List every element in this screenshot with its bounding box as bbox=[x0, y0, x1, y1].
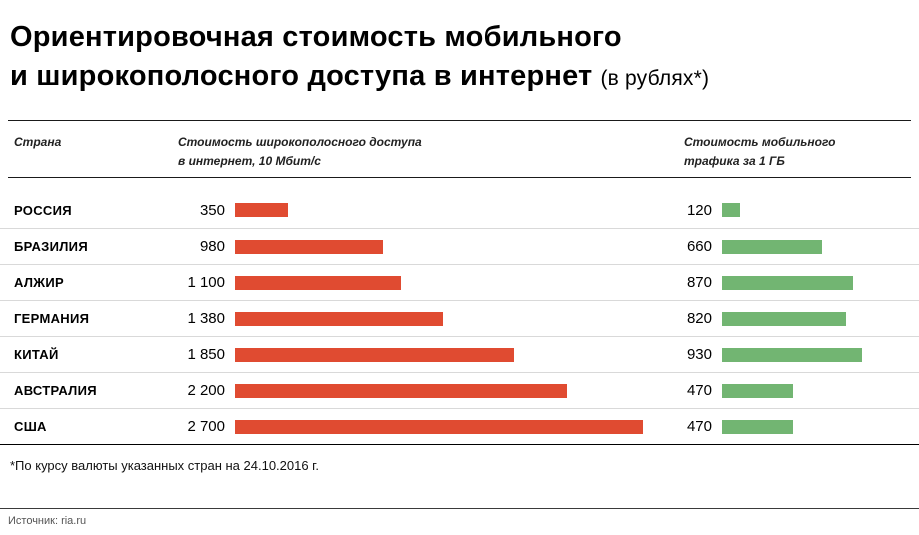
mobile-bar bbox=[722, 275, 853, 290]
mobile-bar bbox=[722, 311, 846, 326]
column-header-broadband-line2: в интернет, 10 Мбит/с bbox=[178, 153, 321, 168]
country-label: ГЕРМАНИЯ bbox=[14, 311, 90, 327]
mobile-bar-cell bbox=[712, 419, 919, 434]
broadband-value: 1 380 bbox=[187, 310, 225, 328]
table-row: РОССИЯ 350 120 bbox=[0, 192, 919, 228]
mobile-bar bbox=[722, 239, 822, 254]
country-label: КИТАЙ bbox=[14, 347, 59, 363]
country-label: АВСТРАЛИЯ bbox=[14, 383, 97, 399]
source-text: Источник: ria.ru bbox=[8, 515, 87, 527]
broadband-value: 2 700 bbox=[187, 418, 225, 436]
mobile-bar bbox=[722, 347, 862, 362]
broadband-bar-cell bbox=[225, 383, 650, 398]
divider-header bbox=[8, 177, 911, 179]
country-label: БРАЗИЛИЯ bbox=[14, 239, 88, 255]
broadband-value: 2 200 bbox=[187, 382, 225, 400]
country-label: АЛЖИР bbox=[14, 275, 64, 291]
mobile-bar bbox=[722, 419, 793, 434]
broadband-bar bbox=[235, 239, 383, 254]
column-header-mobile: Стоимость мобильного трафика за 1 ГБ bbox=[684, 133, 835, 170]
broadband-bar-cell bbox=[225, 347, 650, 362]
broadband-bar-cell bbox=[225, 275, 650, 290]
broadband-value: 1 850 bbox=[187, 346, 225, 364]
table-row: АЛЖИР 1 100 870 bbox=[0, 264, 919, 300]
broadband-bar-cell bbox=[225, 239, 650, 254]
table-row: БРАЗИЛИЯ 980 660 bbox=[0, 228, 919, 264]
broadband-bar bbox=[235, 203, 288, 218]
broadband-bar bbox=[235, 311, 443, 326]
mobile-value: 470 bbox=[686, 382, 712, 400]
mobile-value: 930 bbox=[686, 346, 712, 364]
footnote: *По курсу валюты указанных стран на 24.1… bbox=[10, 458, 319, 474]
bar-chart-rows: РОССИЯ 350 120 БРАЗИЛИЯ 980 660 АЛЖИР 1 … bbox=[0, 192, 919, 446]
country-label: США bbox=[14, 419, 47, 435]
mobile-value: 470 bbox=[686, 418, 712, 436]
mobile-value: 120 bbox=[686, 201, 712, 219]
mobile-bar-cell bbox=[712, 275, 919, 290]
title-line-2: и широкополосного доступа в интернет (в р… bbox=[10, 57, 905, 96]
country-label: РОССИЯ bbox=[14, 202, 72, 218]
column-headers: Страна Стоимость широкополосного доступа… bbox=[8, 121, 911, 177]
mobile-bar-cell bbox=[712, 383, 919, 398]
table-row: США 2 700 470 bbox=[0, 408, 919, 444]
divider-source bbox=[0, 508, 919, 509]
mobile-bar-cell bbox=[712, 347, 919, 362]
table-row: КИТАЙ 1 850 930 bbox=[0, 336, 919, 372]
broadband-bar bbox=[235, 419, 643, 434]
mobile-bar bbox=[722, 203, 740, 218]
broadband-value: 980 bbox=[199, 238, 225, 256]
broadband-value: 1 100 bbox=[187, 274, 225, 292]
title-line-1: Ориентировочная стоимость мобильного bbox=[10, 21, 622, 53]
mobile-bar-cell bbox=[712, 239, 919, 254]
broadband-value: 350 bbox=[199, 201, 225, 219]
title-currency-note: (в рублях*) bbox=[600, 67, 710, 91]
mobile-bar-cell bbox=[712, 203, 919, 218]
column-header-country: Страна bbox=[14, 135, 62, 150]
title-line-2-text: и широкополосного доступа в интернет bbox=[10, 60, 593, 93]
table-row: ГЕРМАНИЯ 1 380 820 bbox=[0, 300, 919, 336]
table-row: АВСТРАЛИЯ 2 200 470 bbox=[0, 372, 919, 408]
mobile-bar bbox=[722, 383, 793, 398]
broadband-bar bbox=[235, 347, 514, 362]
mobile-bar-cell bbox=[712, 311, 919, 326]
broadband-bar bbox=[235, 383, 567, 398]
page-title: Ориентировочная стоимость мобильного и ш… bbox=[0, 0, 919, 120]
mobile-value: 870 bbox=[686, 274, 712, 292]
column-header-mobile-line2: трафика за 1 ГБ bbox=[684, 153, 785, 168]
broadband-bar-cell bbox=[225, 419, 650, 434]
mobile-value: 660 bbox=[686, 238, 712, 256]
broadband-bar-cell bbox=[225, 203, 650, 218]
column-header-broadband-line1: Стоимость широкополосного доступа bbox=[178, 135, 422, 150]
column-header-broadband: Стоимость широкополосного доступа в инте… bbox=[178, 133, 422, 170]
broadband-bar-cell bbox=[225, 311, 650, 326]
column-header-mobile-line1: Стоимость мобильного bbox=[684, 135, 836, 150]
divider-top bbox=[8, 120, 911, 122]
mobile-value: 820 bbox=[686, 310, 712, 328]
broadband-bar bbox=[235, 275, 401, 290]
source-block: Источник: ria.ru bbox=[0, 508, 919, 535]
